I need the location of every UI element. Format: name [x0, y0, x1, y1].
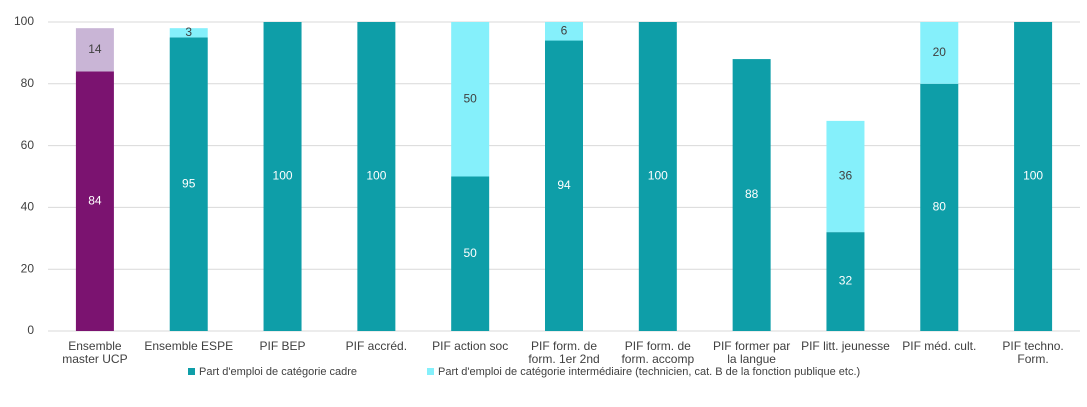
bar-segment: [75, 71, 114, 331]
data-label: 80: [933, 200, 947, 214]
bar-segment: [1014, 22, 1053, 331]
y-tick-label: 0: [27, 323, 34, 337]
data-label: 100: [366, 169, 386, 183]
bar-segment: [545, 40, 583, 331]
data-label: 20: [933, 45, 947, 59]
data-label: 100: [1023, 169, 1043, 183]
x-tick-label: PIF méd. cult.: [902, 339, 977, 353]
bar-segment: [75, 28, 114, 72]
legend-entry: Part d'emploi de catégorie cadre: [188, 366, 357, 378]
bar-segment: [263, 22, 302, 331]
legend-label: Part d'emploi de catégorie intermédiaire…: [438, 366, 861, 378]
bar-segment: [826, 120, 865, 233]
x-tick-label: PIF BEP: [259, 339, 306, 353]
data-label: 94: [557, 178, 571, 192]
bar-segment: [545, 22, 583, 41]
legend-entry: Part d'emploi de catégorie intermédiaire…: [427, 366, 860, 378]
data-label: 95: [182, 176, 196, 190]
x-tick-label: Ensemble ESPE: [144, 339, 234, 353]
bar-segment: [169, 37, 208, 331]
bar-segment: [451, 176, 490, 331]
legend-swatch: [427, 368, 434, 375]
legend-swatch: [188, 368, 195, 375]
data-label: 100: [648, 169, 668, 183]
data-label: 32: [839, 274, 853, 288]
data-label: 3: [185, 25, 192, 39]
y-tick-label: 80: [21, 76, 35, 90]
y-tick-label: 100: [14, 14, 34, 28]
bar-segment: [732, 59, 771, 332]
bar-segment: [169, 28, 208, 38]
data-label: 88: [745, 187, 759, 201]
data-label: 36: [839, 169, 853, 183]
bar-segment: [826, 232, 865, 331]
bar-segment: [920, 83, 959, 331]
x-tick-label: PIF action soc: [432, 339, 509, 353]
x-tick-label: PIF form. de form. 1er 2nd: [528, 339, 600, 366]
x-tick-label: PIF form. de form. accomp: [621, 339, 695, 366]
y-tick-label: 20: [21, 261, 35, 275]
y-tick-label: 60: [21, 138, 35, 152]
x-tick-label: Ensemble master UCP: [62, 339, 128, 366]
data-label: 14: [88, 42, 102, 56]
data-label: 50: [464, 91, 478, 105]
x-tick-label: PIF former par la langue: [712, 339, 791, 366]
bar-segment: [638, 22, 677, 331]
data-label: 100: [273, 169, 293, 183]
bar-segment: [357, 22, 396, 331]
data-label: 50: [464, 246, 478, 260]
data-label: 84: [88, 193, 102, 207]
x-tick-label: PIF techno. Form.: [1002, 339, 1064, 366]
x-tick-label: PIF litt. jeunesse: [801, 339, 890, 353]
x-tick-label: PIF accréd.: [345, 339, 408, 353]
bar-segment: [920, 22, 959, 84]
data-label: 6: [561, 23, 568, 37]
y-tick-label: 40: [21, 200, 35, 214]
bar-segment: [451, 22, 490, 177]
legend-label: Part d'emploi de catégorie cadre: [199, 366, 358, 378]
